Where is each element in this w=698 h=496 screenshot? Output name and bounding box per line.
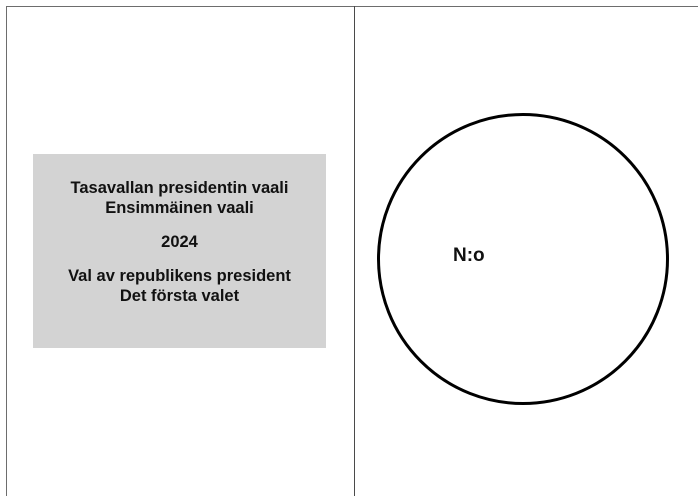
election-year: 2024	[161, 233, 198, 251]
title-finnish-line1: Tasavallan presidentin vaali	[70, 179, 289, 197]
fold-line	[354, 6, 355, 496]
title-swedish-line1: Val av republikens president	[68, 267, 291, 285]
candidate-number-circle[interactable]	[377, 113, 669, 405]
election-title-box: Tasavallan presidentin vaali Ensimmäinen…	[33, 154, 326, 348]
top-border-line	[6, 6, 698, 7]
candidate-number-label: N:o	[453, 245, 485, 266]
title-finnish-line2: Ensimmäinen vaali	[105, 199, 254, 217]
left-border-line	[6, 6, 7, 496]
title-swedish-line2: Det första valet	[119, 287, 240, 305]
